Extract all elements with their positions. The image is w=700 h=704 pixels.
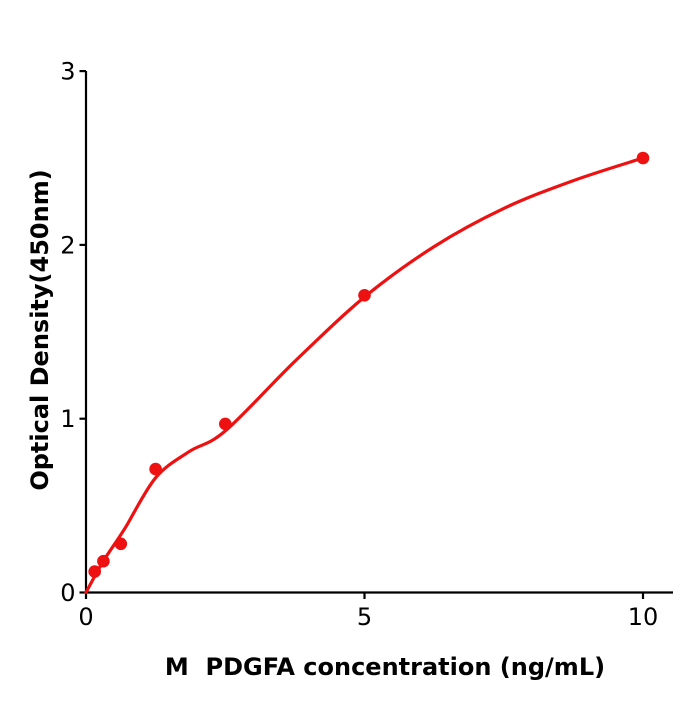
plot-layer: 0 1 2 3 0 5 10 bbox=[60, 58, 673, 631]
y-tick-label: 1 bbox=[60, 405, 75, 433]
x-axis-title: M PDGFA concentration (ng/mL) bbox=[165, 653, 605, 681]
data-point bbox=[358, 289, 371, 302]
x-tick-label: 5 bbox=[357, 603, 372, 631]
data-point bbox=[149, 462, 162, 476]
data-point bbox=[219, 417, 232, 431]
x-tick-label: 10 bbox=[628, 603, 659, 631]
data-point bbox=[114, 537, 128, 551]
x-tick-label: 0 bbox=[78, 603, 93, 631]
data-point bbox=[636, 151, 650, 165]
y-tick-label: 3 bbox=[60, 58, 75, 86]
y-axis-title: Optical Density(450nm) bbox=[26, 169, 54, 490]
data-point bbox=[88, 565, 101, 578]
y-tick-label: 0 bbox=[60, 579, 75, 607]
y-tick-label: 2 bbox=[60, 231, 75, 259]
data-point bbox=[97, 554, 110, 568]
axis-spines bbox=[84, 71, 673, 594]
fit-curve bbox=[84, 156, 645, 595]
